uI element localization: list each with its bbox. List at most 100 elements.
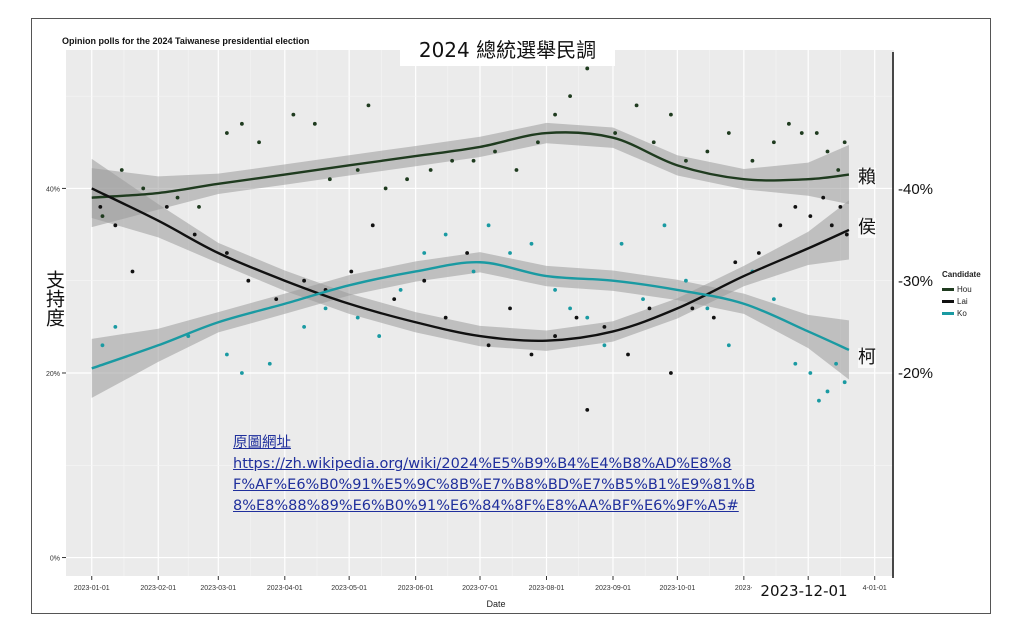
x-tick-label: 2023-10-01 <box>659 585 695 592</box>
point-hou <box>141 186 146 191</box>
x-tick-label: 4-01-01 <box>863 585 887 592</box>
point-hou <box>705 149 710 154</box>
point-lai <box>98 204 103 209</box>
data-points <box>98 57 849 412</box>
legend-label: Lai <box>957 297 968 306</box>
point-ko <box>619 241 624 246</box>
point-ko <box>808 371 813 375</box>
legend-swatch <box>942 300 954 303</box>
point-lai <box>508 306 512 311</box>
x-tick-label: 2023-08-01 <box>529 585 565 592</box>
point-lai <box>669 371 673 375</box>
point-hou <box>568 94 572 99</box>
point-lai <box>756 251 761 255</box>
point-lai <box>246 278 251 283</box>
point-ko <box>323 306 328 311</box>
point-hou <box>814 131 819 135</box>
x-tick-label: 2023-01-01 <box>74 585 110 592</box>
right-tick-20: -20% <box>898 365 934 382</box>
x-tick-labels: 2023-01-01 2023-02-01 2023-03-01 2023-04-01… <box>74 576 887 592</box>
point-hou <box>585 66 590 71</box>
point-lai <box>585 407 590 412</box>
point-lai <box>574 315 579 320</box>
label-lai: 賴 <box>858 167 876 188</box>
point-ko <box>684 278 688 283</box>
point-hou <box>366 103 371 108</box>
legend: Candidate Hou Lai Ko <box>942 270 988 321</box>
point-ko <box>471 269 476 274</box>
source-heading[interactable]: 原圖網址 <box>233 435 291 451</box>
legend-label: Hou <box>957 285 972 294</box>
point-lai <box>553 334 557 338</box>
x-tick-label: 2023-06-01 <box>398 585 434 592</box>
point-hou <box>355 168 360 172</box>
point-lai <box>349 269 354 274</box>
point-lai <box>224 251 229 255</box>
point-ko <box>602 343 607 348</box>
legend-item-ko: Ko <box>942 309 988 318</box>
point-hou <box>669 112 673 117</box>
point-ko <box>771 297 776 302</box>
y-axis-label-overlay: 支持度 <box>40 270 66 327</box>
y-tick-label: 20% <box>46 371 60 378</box>
point-ko <box>508 251 512 255</box>
confidence-band-lai <box>91 158 849 351</box>
point-ko <box>422 251 427 255</box>
point-ko <box>662 223 667 228</box>
point-hou <box>197 204 201 209</box>
point-lai <box>486 343 491 348</box>
x-tick-label: 2023-04-01 <box>267 585 303 592</box>
point-lai <box>793 204 798 209</box>
legend-label: Ko <box>957 309 967 318</box>
overlay-title: 2024 總統選舉民調 <box>400 34 615 66</box>
confidence-band-ko <box>91 252 849 398</box>
point-hou <box>327 177 332 182</box>
point-ko <box>825 389 830 394</box>
point-lai <box>443 315 448 320</box>
point-lai <box>392 297 397 302</box>
right-tick-40: -40% <box>898 181 934 198</box>
point-hou <box>514 168 519 172</box>
point-lai <box>829 223 834 228</box>
point-ko <box>355 315 360 320</box>
point-hou <box>842 140 847 145</box>
point-lai <box>647 306 652 311</box>
point-lai <box>626 352 630 357</box>
confidence-band-hou <box>91 122 849 228</box>
source-url-line-1[interactable]: https://zh.wikipedia.org/wiki/2024%E5%B9… <box>233 456 732 472</box>
legend-items: Hou Lai Ko <box>942 285 988 318</box>
point-hou <box>613 131 618 135</box>
point-hou <box>428 168 433 172</box>
point-ko <box>398 288 403 292</box>
source-note[interactable]: 原圖網址 https://zh.wikipedia.org/wiki/2024%… <box>233 433 793 517</box>
y-tick-label: 40% <box>46 186 60 193</box>
point-lai <box>690 306 695 311</box>
point-hou <box>257 140 261 145</box>
point-lai <box>164 204 169 209</box>
legend-title: Candidate <box>942 270 981 279</box>
point-hou <box>100 214 105 219</box>
point-ko <box>377 334 382 338</box>
point-hou <box>684 158 688 163</box>
point-ko <box>705 306 710 311</box>
source-url-line-2[interactable]: F%AF%E6%B0%91%E5%9C%8B%E7%B8%BD%E7%B5%B1… <box>233 477 756 493</box>
point-ko <box>585 315 590 320</box>
point-ko <box>239 371 244 375</box>
point-hou <box>651 140 656 145</box>
x-axis-label: Date <box>486 599 505 609</box>
point-ko <box>224 352 229 357</box>
confidence-bands <box>91 122 849 398</box>
point-ko <box>842 380 847 385</box>
point-ko <box>817 398 821 403</box>
point-ko <box>302 324 307 329</box>
x-tick-label: 2023-02-01 <box>140 585 176 592</box>
trend-line-ko <box>91 261 850 370</box>
point-ko <box>793 361 798 366</box>
x-tick-label: 2023- <box>735 585 754 592</box>
point-hou <box>799 131 804 135</box>
legend-item-hou: Hou <box>942 285 988 294</box>
point-hou <box>553 112 557 117</box>
point-ko <box>641 297 645 302</box>
source-url-line-3[interactable]: 8%E8%88%89%E6%B0%91%E6%84%8F%E8%AA%BF%E6… <box>233 498 739 514</box>
legend-swatch <box>942 288 954 291</box>
